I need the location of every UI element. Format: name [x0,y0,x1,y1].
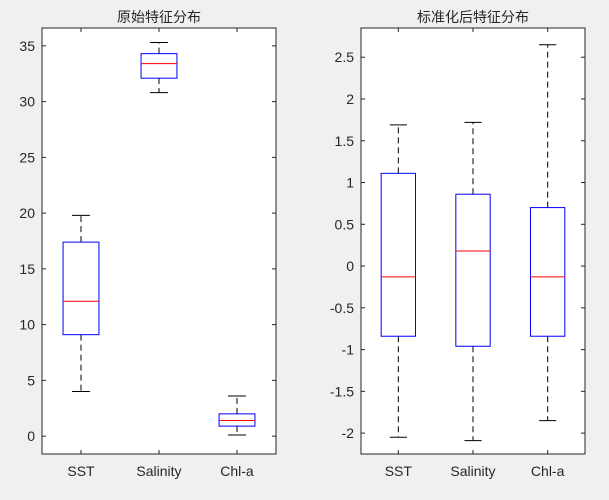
y-tick-label: -0.5 [330,300,354,316]
box-chl-a [529,44,566,422]
axes-frame [360,27,586,455]
y-tick-label: 30 [19,94,35,110]
box-salinity [455,121,491,442]
iqr-box [140,53,178,79]
x-tick-label: Chl-a [531,463,565,479]
iqr-box [380,172,417,337]
iqr-box [529,207,566,337]
box-chl-a [218,395,256,436]
box-salinity [140,41,178,94]
x-tick-label: Chl-a [220,463,254,479]
y-tick-label: 5 [27,372,35,388]
y-tick-label: 0 [346,258,354,274]
chart-title: 标准化后特征分布 [417,10,529,26]
y-tick-label: 2 [346,91,354,107]
y-tick-label: 10 [19,317,35,333]
y-tick-label: -1.5 [330,383,354,399]
x-tick-label: SST [67,463,95,479]
y-tick-label: 15 [19,261,35,277]
iqr-box [62,241,100,336]
y-tick-label: -1 [342,342,355,358]
x-tick-label: Salinity [450,463,495,479]
y-tick-label: -2 [342,425,355,441]
y-tick-label: 0 [27,428,35,444]
y-tick-label: 1 [346,175,354,191]
iqr-box [218,413,256,427]
chart-panel-2: 标准化后特征分布 -2 -1.5 -1 -0.5 0 0.5 1 1.5 2 2.5 SST Salin… [330,10,586,479]
iqr-box [455,193,491,347]
y-tick-label: 25 [19,149,35,165]
y-tick-label: 0.5 [335,216,355,232]
chart-panel-1: 原始特征分布 0 5 10 15 20 25 30 35 SST Salinity Chl-a [19,10,277,479]
y-tick-label: 35 [19,38,35,54]
y-tick-label: 20 [19,205,35,221]
x-tick-label: SST [385,463,413,479]
y-tick-label: 2.5 [335,49,355,65]
x-tick-label: Salinity [136,463,181,479]
box-sst [62,214,100,393]
chart-title: 原始特征分布 [117,10,201,26]
box-sst [380,124,417,438]
y-tick-label: 1.5 [335,133,355,149]
